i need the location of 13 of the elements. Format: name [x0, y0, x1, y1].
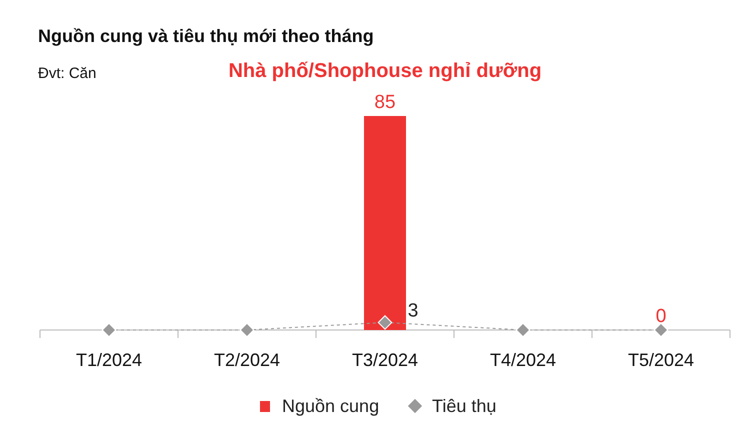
legend-label: Tiêu thụ: [432, 396, 496, 416]
data-label: 3: [408, 300, 418, 322]
x-tick-label: T3/2024: [352, 350, 418, 370]
x-tick-label: T2/2024: [214, 350, 280, 370]
x-tick-label: T5/2024: [628, 350, 694, 370]
chart-subtitle: Nhà phố/Shophouse nghỉ dưỡng: [228, 60, 542, 82]
chart-title: Nguồn cung và tiêu thụ mới theo tháng: [38, 26, 374, 46]
data-label: 85: [374, 92, 396, 113]
data-label: 0: [656, 306, 666, 327]
x-tick-label: T4/2024: [490, 350, 556, 370]
x-tick-label: T1/2024: [76, 350, 142, 370]
text: Đvt: Căn: [38, 65, 96, 82]
legend-label: Nguồn cung: [282, 396, 380, 416]
